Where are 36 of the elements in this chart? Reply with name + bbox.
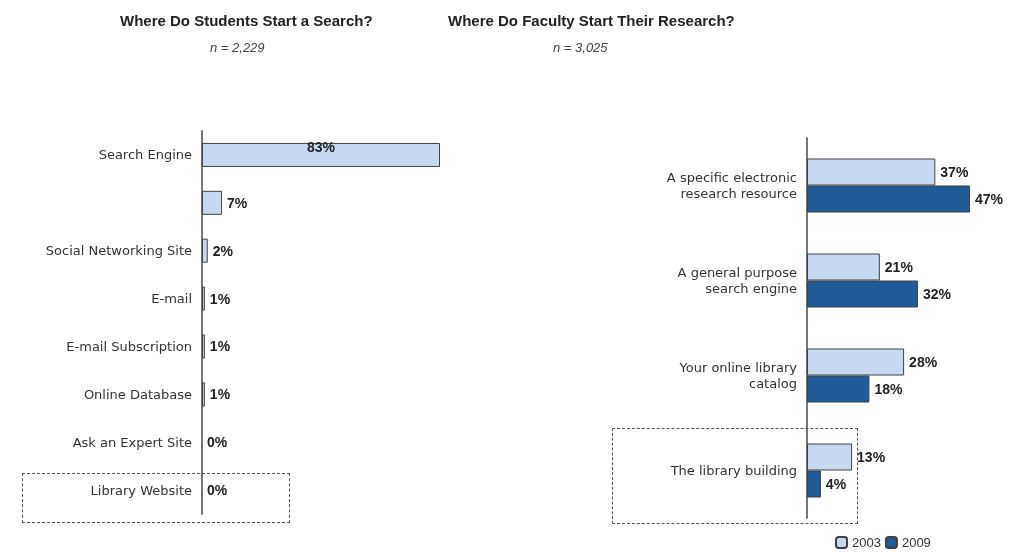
data-label: 1% bbox=[209, 290, 231, 307]
y-tick-label: Your online library catalog bbox=[678, 360, 798, 391]
text: n = 3,025 bbox=[553, 40, 609, 55]
bar bbox=[202, 238, 208, 263]
bar bbox=[202, 142, 440, 167]
data-label: 37% bbox=[940, 164, 969, 180]
data-label: 47% bbox=[975, 191, 1004, 207]
data-label: 1% bbox=[209, 386, 231, 403]
text: Where Do Faculty Start Their Research? bbox=[448, 12, 735, 29]
y-tick-label: E-mail Subscription bbox=[66, 338, 192, 354]
bar bbox=[202, 190, 223, 215]
data-label: 18% bbox=[874, 381, 903, 397]
y-tick-label: A general purpose search engine bbox=[677, 265, 797, 296]
y-tick-label: Search Engine bbox=[98, 147, 192, 163]
data-label: 13% bbox=[857, 449, 886, 465]
data-label: 0% bbox=[207, 434, 228, 451]
y-tick-label: Library Website bbox=[90, 482, 192, 498]
y-tick-label: A specific electronic research resource bbox=[666, 170, 797, 201]
y-tick-label: Ask an Expert Site bbox=[72, 434, 192, 450]
data-label: 2% bbox=[212, 242, 234, 259]
chart-title: Where Do Students Start a Search? bbox=[120, 12, 373, 29]
y-tick-label: Social Networking Site bbox=[45, 243, 192, 259]
data-label: 32% bbox=[922, 286, 952, 302]
data-label: 83% bbox=[306, 138, 336, 155]
y-tick-label: E-mail bbox=[151, 291, 192, 307]
data-label: 21% bbox=[884, 259, 914, 275]
y-tick-label: Online Database bbox=[83, 386, 192, 402]
legend-label: 2009 bbox=[901, 535, 931, 550]
data-label: 28% bbox=[909, 354, 938, 370]
legend-label: 2003 bbox=[852, 535, 881, 550]
chart-subtitle: n = 2,229 bbox=[210, 40, 265, 55]
data-label: 7% bbox=[227, 194, 248, 211]
y-tick-label: The library building bbox=[669, 463, 797, 478]
data-label: 1% bbox=[209, 338, 231, 355]
data-label: 0% bbox=[207, 482, 228, 499]
data-label: 4% bbox=[825, 476, 847, 492]
